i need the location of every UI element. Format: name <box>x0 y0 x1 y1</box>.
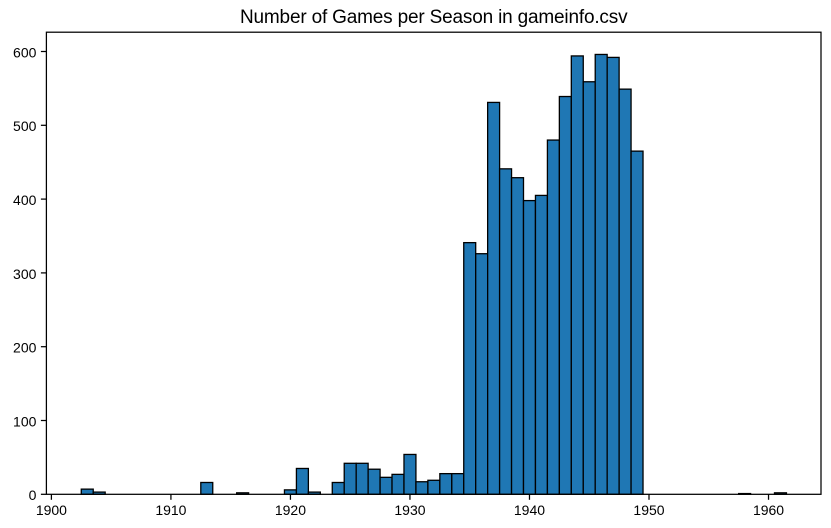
svg-text:500: 500 <box>13 118 37 134</box>
svg-text:1940: 1940 <box>514 502 545 518</box>
svg-text:1960: 1960 <box>753 502 784 518</box>
svg-text:0: 0 <box>29 487 37 503</box>
svg-text:100: 100 <box>13 413 37 429</box>
svg-text:1930: 1930 <box>394 502 425 518</box>
svg-text:1900: 1900 <box>36 502 67 518</box>
svg-text:1910: 1910 <box>155 502 186 518</box>
svg-text:1950: 1950 <box>633 502 664 518</box>
svg-text:400: 400 <box>13 192 37 208</box>
svg-text:300: 300 <box>13 266 37 282</box>
svg-text:200: 200 <box>13 340 37 356</box>
svg-text:600: 600 <box>13 44 37 60</box>
svg-text:Number of Games per Season in: Number of Games per Season in gameinfo.c… <box>240 7 628 28</box>
svg-text:1920: 1920 <box>275 502 306 518</box>
